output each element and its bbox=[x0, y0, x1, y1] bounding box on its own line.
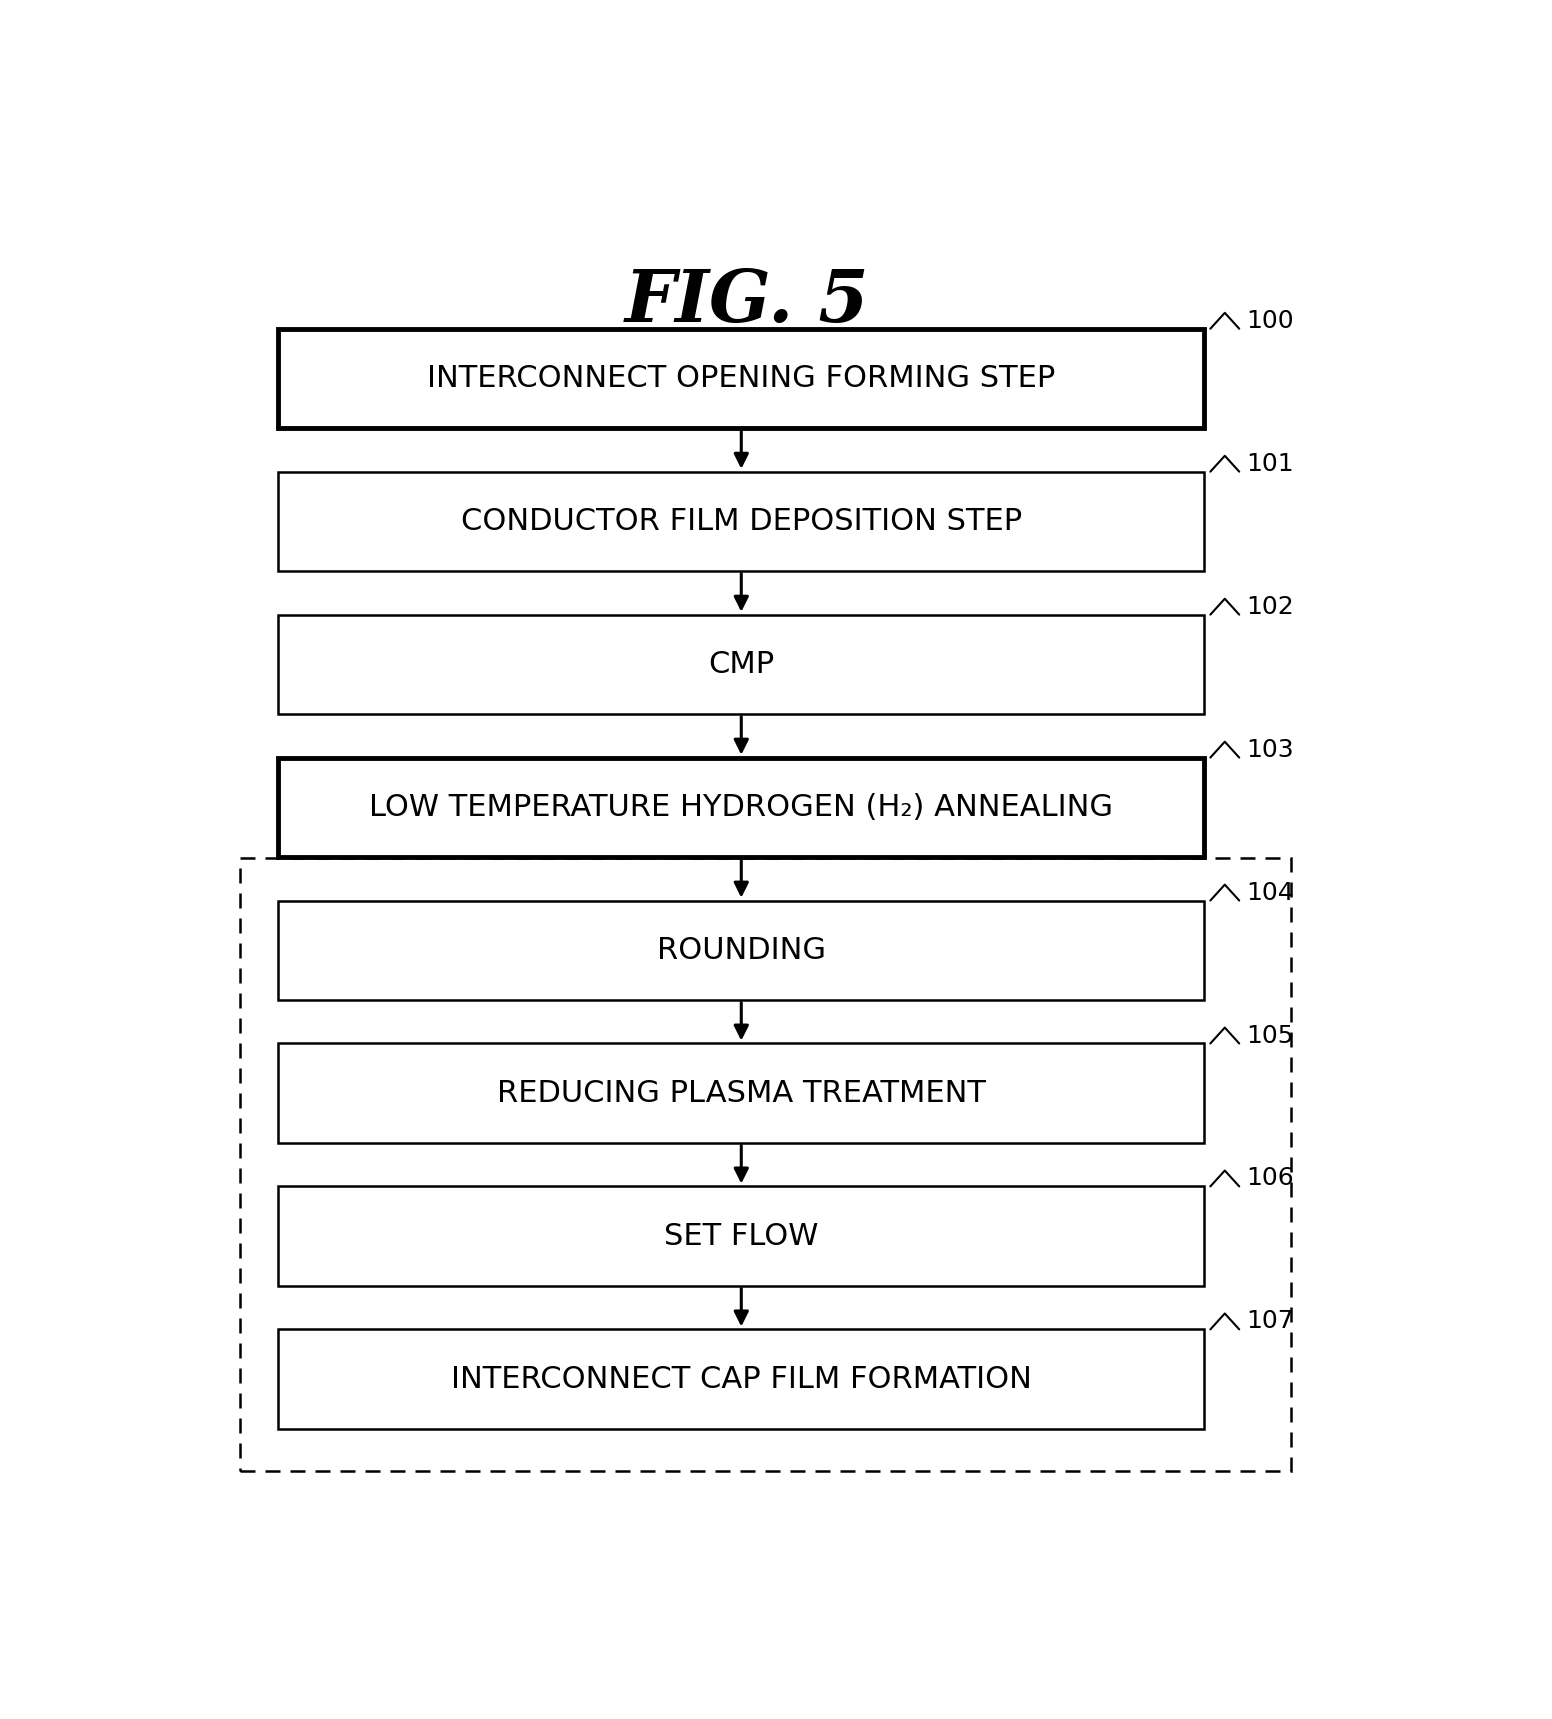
Text: INTERCONNECT OPENING FORMING STEP: INTERCONNECT OPENING FORMING STEP bbox=[427, 364, 1055, 394]
Text: CONDUCTOR FILM DEPOSITION STEP: CONDUCTOR FILM DEPOSITION STEP bbox=[461, 507, 1021, 536]
Text: REDUCING PLASMA TREATMENT: REDUCING PLASMA TREATMENT bbox=[497, 1078, 986, 1107]
Bar bbox=[278, 1329, 1204, 1428]
Text: LOW TEMPERATURE HYDROGEN (H₂) ANNEALING: LOW TEMPERATURE HYDROGEN (H₂) ANNEALING bbox=[369, 792, 1113, 822]
Bar bbox=[278, 758, 1204, 856]
Text: 100: 100 bbox=[1246, 309, 1294, 333]
Text: SET FLOW: SET FLOW bbox=[664, 1222, 818, 1250]
Text: 107: 107 bbox=[1246, 1310, 1294, 1334]
Bar bbox=[278, 328, 1204, 428]
Text: 105: 105 bbox=[1246, 1023, 1294, 1047]
Text: CMP: CMP bbox=[708, 650, 774, 679]
Bar bbox=[278, 1186, 1204, 1286]
Text: ROUNDING: ROUNDING bbox=[656, 935, 826, 964]
Text: INTERCONNECT CAP FILM FORMATION: INTERCONNECT CAP FILM FORMATION bbox=[450, 1365, 1032, 1394]
Text: 103: 103 bbox=[1246, 737, 1294, 762]
Text: 101: 101 bbox=[1246, 452, 1294, 476]
Bar bbox=[278, 615, 1204, 713]
Text: 106: 106 bbox=[1246, 1167, 1294, 1191]
Bar bbox=[278, 1043, 1204, 1143]
Text: 104: 104 bbox=[1246, 880, 1294, 904]
Bar bbox=[239, 858, 1291, 1471]
Bar bbox=[278, 471, 1204, 571]
Text: FIG. 5: FIG. 5 bbox=[625, 266, 869, 337]
Bar bbox=[278, 901, 1204, 1000]
Text: 102: 102 bbox=[1246, 595, 1294, 619]
